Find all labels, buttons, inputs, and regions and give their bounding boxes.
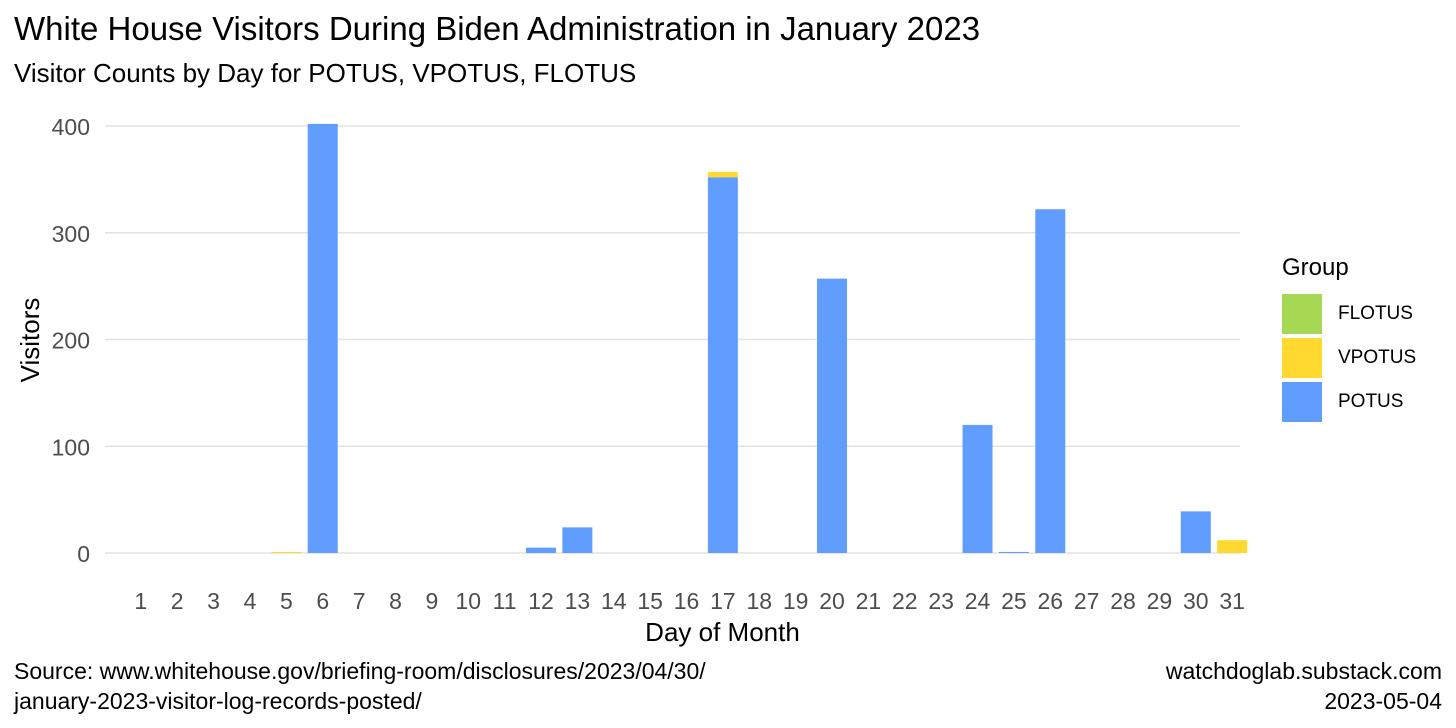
x-tick-label: 25 [1001, 588, 1027, 614]
x-tick-label: 21 [856, 588, 882, 614]
x-tick-label: 10 [455, 588, 481, 614]
x-tick-label: 6 [316, 588, 329, 614]
x-tick-label: 24 [965, 588, 991, 614]
x-axis-title: Day of Month [645, 617, 800, 647]
x-tick-label: 8 [389, 588, 402, 614]
x-tick-label: 15 [637, 588, 663, 614]
legend: Group FLOTUS VPOTUS POTUS [1282, 254, 1416, 424]
x-tick-label: 27 [1074, 588, 1100, 614]
x-tick-label: 31 [1219, 588, 1245, 614]
x-tick-label: 26 [1037, 588, 1063, 614]
x-tick-label: 23 [928, 588, 954, 614]
x-tick-label: 2 [171, 588, 184, 614]
y-tick-label: 100 [52, 434, 90, 460]
bar-potus-day-26 [1035, 209, 1066, 553]
x-tick-label: 7 [353, 588, 366, 614]
x-tick-label: 4 [244, 588, 257, 614]
credit-caption: watchdoglab.substack.com 2023-05-04 [1166, 656, 1442, 716]
bar-potus-day-24 [962, 424, 993, 553]
legend-swatch-vpotus [1282, 337, 1322, 378]
bar-potus-day-25 [998, 551, 1029, 553]
x-tick-label: 16 [674, 588, 700, 614]
legend-item-flotus: FLOTUS [1282, 292, 1416, 335]
legend-label-flotus: FLOTUS [1338, 302, 1413, 324]
x-tick-label: 28 [1110, 588, 1136, 614]
x-tick-label: 30 [1183, 588, 1209, 614]
bar-vpotus-day-5 [271, 551, 302, 553]
bar-vpotus-day-17 [707, 171, 738, 178]
chart-title: White House Visitors During Biden Admini… [14, 10, 981, 47]
x-tick-label: 5 [280, 588, 293, 614]
x-tick-label: 14 [601, 588, 627, 614]
x-tick-label: 22 [892, 588, 918, 614]
legend-item-vpotus: VPOTUS [1282, 336, 1416, 379]
y-tick-label: 0 [77, 541, 90, 567]
y-tick-label: 200 [52, 328, 90, 354]
y-axis-title: Visitors [15, 298, 45, 383]
legend-item-potus: POTUS [1282, 380, 1416, 423]
source-caption: Source: www.whitehouse.gov/briefing-room… [14, 656, 706, 716]
x-tick-label: 3 [207, 588, 220, 614]
x-tick-label: 13 [565, 588, 591, 614]
bar-potus-day-12 [525, 547, 556, 553]
legend-swatch-flotus [1282, 293, 1322, 334]
source-line-2: january-2023-visitor-log-records-posted/ [14, 688, 422, 714]
bar-potus-day-13 [562, 527, 593, 553]
bar-vpotus-day-31 [1217, 540, 1248, 553]
x-tick-label: 19 [783, 588, 809, 614]
y-tick-label: 400 [52, 114, 90, 140]
x-tick-label: 9 [425, 588, 438, 614]
legend-swatch-potus [1282, 381, 1322, 422]
bar-potus-day-6 [307, 123, 338, 554]
source-line-1: Source: www.whitehouse.gov/briefing-room… [14, 658, 706, 684]
x-tick-label: 18 [746, 588, 772, 614]
bar-potus-day-30 [1180, 511, 1211, 553]
legend-label-vpotus: VPOTUS [1338, 346, 1417, 368]
chart-subtitle: Visitor Counts by Day for POTUS, VPOTUS,… [14, 58, 637, 88]
x-tick-label: 12 [528, 588, 554, 614]
bar-potus-day-20 [817, 278, 848, 553]
x-tick-label: 1 [134, 588, 147, 614]
site-credit: watchdoglab.substack.com [1165, 658, 1442, 684]
y-tick-label: 300 [52, 221, 90, 247]
legend-label-potus: POTUS [1338, 390, 1404, 412]
x-tick-label: 29 [1147, 588, 1173, 614]
bar-potus-day-17 [707, 177, 738, 554]
x-tick-label: 20 [819, 588, 845, 614]
x-tick-label: 17 [710, 588, 736, 614]
publish-date: 2023-05-04 [1324, 688, 1442, 714]
legend-title: Group [1282, 254, 1349, 281]
x-tick-label: 11 [493, 588, 517, 614]
